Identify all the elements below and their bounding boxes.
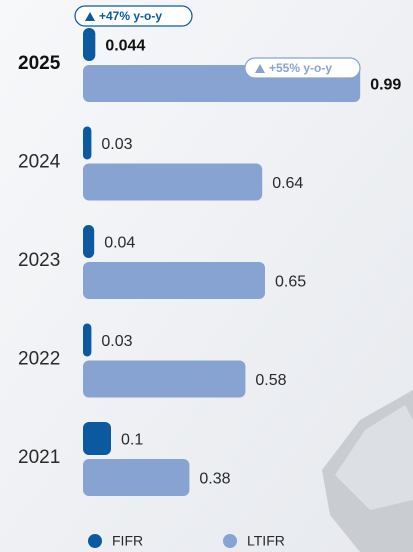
value-label: 0.38 xyxy=(199,471,230,488)
year-label: 2024 xyxy=(18,152,61,173)
year-label: 2025 xyxy=(18,53,61,74)
value-label: 0.03 xyxy=(101,333,132,350)
bar xyxy=(83,360,246,398)
rock-highlight xyxy=(335,405,413,510)
bar xyxy=(83,262,265,299)
up-arrow-icon xyxy=(255,64,265,73)
bar xyxy=(83,323,92,357)
legend-swatch xyxy=(88,534,102,548)
value-label: 0.1 xyxy=(121,432,143,449)
bar xyxy=(83,459,190,496)
bar xyxy=(83,163,263,201)
value-label: 0.044 xyxy=(105,38,145,55)
legend-label: LTIFR xyxy=(247,533,285,549)
legend-swatch xyxy=(223,534,237,548)
bar xyxy=(83,28,96,61)
value-label: 0.99 xyxy=(370,77,401,94)
value-label: 0.58 xyxy=(255,372,286,389)
value-label: 0.64 xyxy=(272,175,303,192)
bar xyxy=(83,225,95,258)
annotation-box xyxy=(74,5,193,27)
legend-label: FIFR xyxy=(112,533,143,549)
bar xyxy=(83,422,111,455)
annotation: +47% y-o-y xyxy=(99,9,162,23)
year-label: 2023 xyxy=(18,250,60,271)
up-arrow-icon xyxy=(85,12,95,21)
value-label: 0.03 xyxy=(101,136,132,153)
value-label: 0.65 xyxy=(275,274,306,291)
value-label: 0.04 xyxy=(104,235,135,252)
year-label: 2022 xyxy=(18,349,60,370)
bar xyxy=(83,126,92,160)
annotation: +55% y-o-y xyxy=(269,61,332,75)
year-label: 2021 xyxy=(18,447,60,468)
annotation-box xyxy=(244,57,361,79)
